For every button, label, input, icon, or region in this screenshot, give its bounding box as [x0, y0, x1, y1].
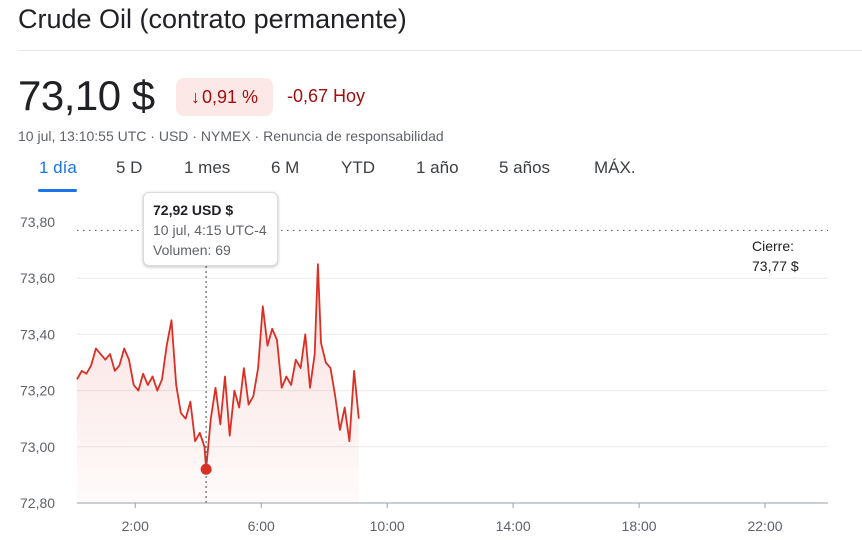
y-tick-label: 73,40: [20, 326, 55, 342]
tab-5-days[interactable]: 5 D: [116, 158, 143, 177]
x-tick-label: 10:00: [370, 518, 405, 534]
meta-separator: ·: [250, 128, 264, 144]
price-area: [77, 264, 359, 503]
meta-separator: ·: [188, 128, 201, 144]
tab-1-year[interactable]: 1 año: [416, 158, 459, 177]
y-tick-label: 73,80: [20, 214, 55, 230]
y-tick-label: 73,20: [20, 383, 55, 399]
close-label-value: 73,77 $: [752, 258, 799, 274]
tooltip-volume: Volumen: 69: [153, 242, 231, 258]
meta-separator: ·: [146, 128, 159, 144]
x-tick-label: 14:00: [496, 518, 531, 534]
x-tick-label: 2:00: [122, 518, 149, 534]
page-title: Crude Oil (contrato permanente): [18, 4, 407, 34]
tab-max[interactable]: MÁX.: [594, 158, 636, 177]
range-tabs: 1 día 5 D 1 mes 6 M YTD 1 año 5 años MÁX…: [0, 158, 700, 192]
close-label-title: Cierre:: [752, 238, 795, 254]
previous-close-label: Cierre: 73,77 $: [752, 236, 799, 276]
x-tick-label: 22:00: [747, 518, 782, 534]
disclaimer-link[interactable]: Renuncia de responsabilidad: [263, 128, 444, 144]
y-tick-label: 73,60: [20, 270, 55, 286]
tab-1-month[interactable]: 1 mes: [184, 158, 231, 177]
meta-exchange: NYMEX: [200, 128, 251, 144]
hover-tooltip: 72,92 USD $ 10 jul, 4:15 UTC-4 Volumen: …: [143, 192, 278, 266]
arrow-down-icon: ↓: [190, 86, 200, 107]
meta-time: 10 jul, 13:10:55 UTC: [18, 128, 147, 144]
current-price: 73,10 $: [18, 72, 155, 119]
tab-6-months[interactable]: 6 M: [271, 158, 300, 177]
tooltip-price: 72,92 USD $: [153, 202, 234, 218]
x-tick-label: 6:00: [248, 518, 275, 534]
tab-5-years[interactable]: 5 años: [499, 158, 551, 177]
selected-point-marker: [200, 463, 212, 475]
price-line: [76, 263, 360, 471]
quote-meta: 10 jul, 13:10:55 UTC · USD · NYMEX · Ren…: [18, 128, 444, 144]
change-percent-badge: ↓ 0,91 %: [176, 78, 273, 116]
meta-currency: USD: [158, 128, 189, 144]
tab-1-day[interactable]: 1 día: [39, 158, 77, 177]
active-tab-indicator: [38, 189, 77, 192]
tooltip-time: 10 jul, 4:15 UTC-4: [153, 222, 267, 238]
change-percent: 0,91 %: [201, 86, 259, 107]
tab-ytd[interactable]: YTD: [341, 158, 375, 177]
y-tick-label: 73,00: [20, 439, 55, 455]
x-tick-label: 18:00: [622, 518, 657, 534]
header-divider: [18, 50, 862, 51]
y-tick-label: 72,80: [20, 495, 55, 511]
change-absolute: -0,67 Hoy: [287, 86, 366, 106]
